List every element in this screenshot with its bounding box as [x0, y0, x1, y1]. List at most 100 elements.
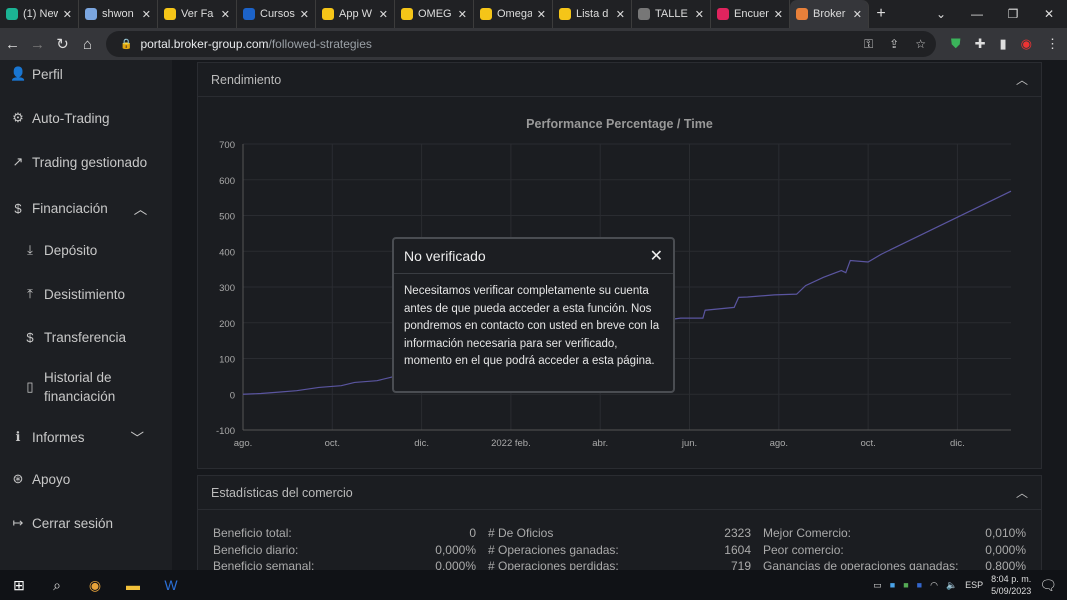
sidebar-item-dep-sito[interactable]: ⤓ Depósito — [22, 242, 97, 258]
sidebar-item-informes[interactable]: ℹ Informes ﹀ — [10, 427, 145, 447]
sidepanel-icon[interactable]: ▮ — [999, 36, 1007, 51]
battery-icon[interactable]: ▭ — [873, 579, 882, 590]
star-icon[interactable]: ☆ — [915, 36, 926, 51]
robot-icon: ⚙ — [12, 110, 24, 125]
stat-value: 0,000% — [985, 542, 1026, 557]
y-tick-label: 0 — [230, 390, 235, 401]
tab-close-icon[interactable]: ✕ — [220, 8, 230, 21]
tab-close-icon[interactable]: ✕ — [536, 8, 546, 21]
browser-tab[interactable]: OMEG ✕ — [395, 0, 474, 28]
chart-title: Performance Percentage / Time — [526, 117, 713, 131]
reload-button[interactable]: ↻ — [56, 36, 69, 53]
new-tab-button[interactable]: + — [876, 5, 886, 22]
sidebar-item-label: Financiación — [32, 200, 108, 216]
tab-close-icon[interactable]: ✕ — [299, 8, 309, 21]
notifications-icon[interactable]: 🗨 — [1039, 576, 1057, 593]
chevron-up-icon[interactable]: ︿ — [1015, 486, 1028, 500]
key-icon[interactable]: ⚿ — [864, 36, 874, 51]
clock-date: 5/09/2023 — [991, 586, 1032, 596]
stat-label: # De Oficios — [488, 526, 554, 540]
window-controls: ⌄ — ❐ ✕ — [923, 0, 1067, 28]
sidebar-item-desistimiento[interactable]: ⤒ Desistimiento — [22, 286, 125, 302]
sidebar-item-auto-trading[interactable]: ⚙ Auto-Trading — [10, 110, 109, 126]
sidebar-item-cerrar-sesi-n[interactable]: ↦ Cerrar sesión — [10, 515, 113, 531]
y-tick-label: 400 — [219, 247, 235, 258]
tab-close-icon[interactable]: ✕ — [615, 8, 625, 21]
sidebar-item-trading-gestionado[interactable]: ↗ Trading gestionado — [10, 154, 148, 170]
browser-tab[interactable]: TALLE ✕ — [632, 0, 711, 28]
stat-label: Mejor Comercio: — [763, 526, 852, 540]
forward-button[interactable]: → — [30, 35, 45, 53]
panel-title: Rendimiento — [211, 72, 282, 87]
tab-close-icon[interactable]: ✕ — [141, 8, 151, 21]
clock[interactable]: 8:04 p. m. 5/09/2023 — [991, 573, 1031, 597]
tab-favicon-icon — [401, 8, 413, 20]
tab-title: (1) New — [23, 8, 58, 20]
shield-extension-icon[interactable]: ⛊ — [950, 36, 961, 51]
file-explorer-icon[interactable]: ▬ — [126, 577, 140, 593]
profile-avatar[interactable]: ◉ — [1020, 36, 1032, 51]
maximize-button[interactable]: ❐ — [1007, 7, 1019, 21]
tray-app-icon[interactable]: ■ — [889, 580, 896, 590]
back-button[interactable]: ← — [5, 35, 20, 53]
x-tick-label: dic. — [414, 438, 429, 449]
minimize-button[interactable]: — — [971, 7, 983, 21]
tab-favicon-icon — [796, 8, 808, 20]
close-window-button[interactable]: ✕ — [1043, 7, 1055, 21]
tab-favicon-icon — [638, 8, 650, 20]
performance-panel: Rendimiento ︿ Performance Percentage / Ti… — [197, 62, 1042, 469]
browser-tab[interactable]: (1) New ✕ — [0, 0, 79, 28]
sidebar-item-transferencia[interactable]: $ Transferencia — [22, 330, 126, 345]
stat-item: # Operaciones perdidas: 719 — [488, 559, 751, 576]
home-button[interactable]: ⌂ — [82, 35, 93, 53]
menu-icon[interactable]: ⋮ — [1046, 36, 1059, 51]
word-icon[interactable]: W — [164, 577, 178, 593]
chevron-down-icon: ﹀ — [130, 431, 145, 446]
puzzle-icon[interactable]: ✚ — [974, 36, 986, 51]
chart-line-icon: ↗ — [12, 154, 24, 169]
volume-icon[interactable]: 🔈 — [945, 579, 958, 590]
sidebar-item-label: Perfil — [32, 66, 63, 82]
search-icon[interactable]: ⌕ — [53, 576, 61, 593]
address-bar[interactable]: 🔒 portal.broker-group.com/followed-strat… — [106, 31, 936, 57]
sidebar-item-historial-de-financiaci-n[interactable]: ▯ Historial de financiación — [22, 368, 134, 406]
tab-close-icon[interactable]: ✕ — [694, 8, 704, 21]
windows-start-icon[interactable]: ⊞ — [13, 576, 25, 593]
browser-tab[interactable]: Encuen ✕ — [711, 0, 790, 28]
tab-close-icon[interactable]: ✕ — [62, 8, 72, 21]
browser-tab-bar: (1) New ✕ shwon ✕ Ver Fa ✕ Cursos ✕ App W ✕ OMEG ✕ O… — [0, 0, 1067, 28]
share-icon[interactable]: ⇪ — [889, 36, 900, 51]
sidebar-item-label: Apoyo — [32, 471, 71, 487]
clock-time: 8:04 p. m. — [991, 574, 1032, 584]
browser-tab[interactable]: Omega ✕ — [474, 0, 553, 28]
browser-tab[interactable]: Ver Fa ✕ — [158, 0, 237, 28]
sidebar-item-apoyo[interactable]: ⊛ Apoyo — [10, 471, 71, 487]
close-icon[interactable]: ✕ — [649, 248, 663, 265]
chrome-icon[interactable]: ◉ — [88, 576, 102, 593]
language-indicator[interactable]: ESP — [965, 580, 984, 590]
browser-tab[interactable]: Lista d ✕ — [553, 0, 632, 28]
tab-title: Broker — [813, 8, 846, 20]
tab-close-icon[interactable]: ✕ — [852, 8, 862, 21]
browser-tab[interactable]: Cursos ✕ — [237, 0, 316, 28]
tab-close-icon[interactable]: ✕ — [378, 8, 388, 21]
tray-app2-icon[interactable]: ■ — [916, 580, 923, 590]
stat-value: 0 — [469, 526, 476, 540]
tab-close-icon[interactable]: ✕ — [773, 8, 783, 21]
wifi-icon[interactable]: ◠ — [930, 579, 938, 590]
stat-item: Ganancias de operaciones ganadas: 0,800% — [763, 559, 1026, 576]
tray-security-icon[interactable]: ■ — [903, 580, 909, 590]
x-tick-label: oct. — [860, 438, 875, 449]
tab-search-icon[interactable]: ⌄ — [935, 7, 947, 21]
browser-tab[interactable]: App W ✕ — [316, 0, 395, 28]
stat-label: Beneficio semanal: — [213, 559, 315, 573]
browser-tab[interactable]: shwon ✕ — [79, 0, 158, 28]
browser-tab[interactable]: Broker ✕ — [790, 0, 869, 28]
chevron-up-icon[interactable]: ︿ — [1015, 73, 1028, 87]
tab-close-icon[interactable]: ✕ — [457, 8, 467, 21]
sidebar-item-perfil[interactable]: 👤 Perfil — [10, 66, 63, 82]
x-tick-label: abr. — [592, 438, 608, 449]
stat-value: 1604 — [724, 542, 751, 557]
sidebar-item-financiaci-n[interactable]: $ Financiación ︿ — [10, 198, 147, 218]
x-tick-label: ago. — [770, 438, 789, 449]
